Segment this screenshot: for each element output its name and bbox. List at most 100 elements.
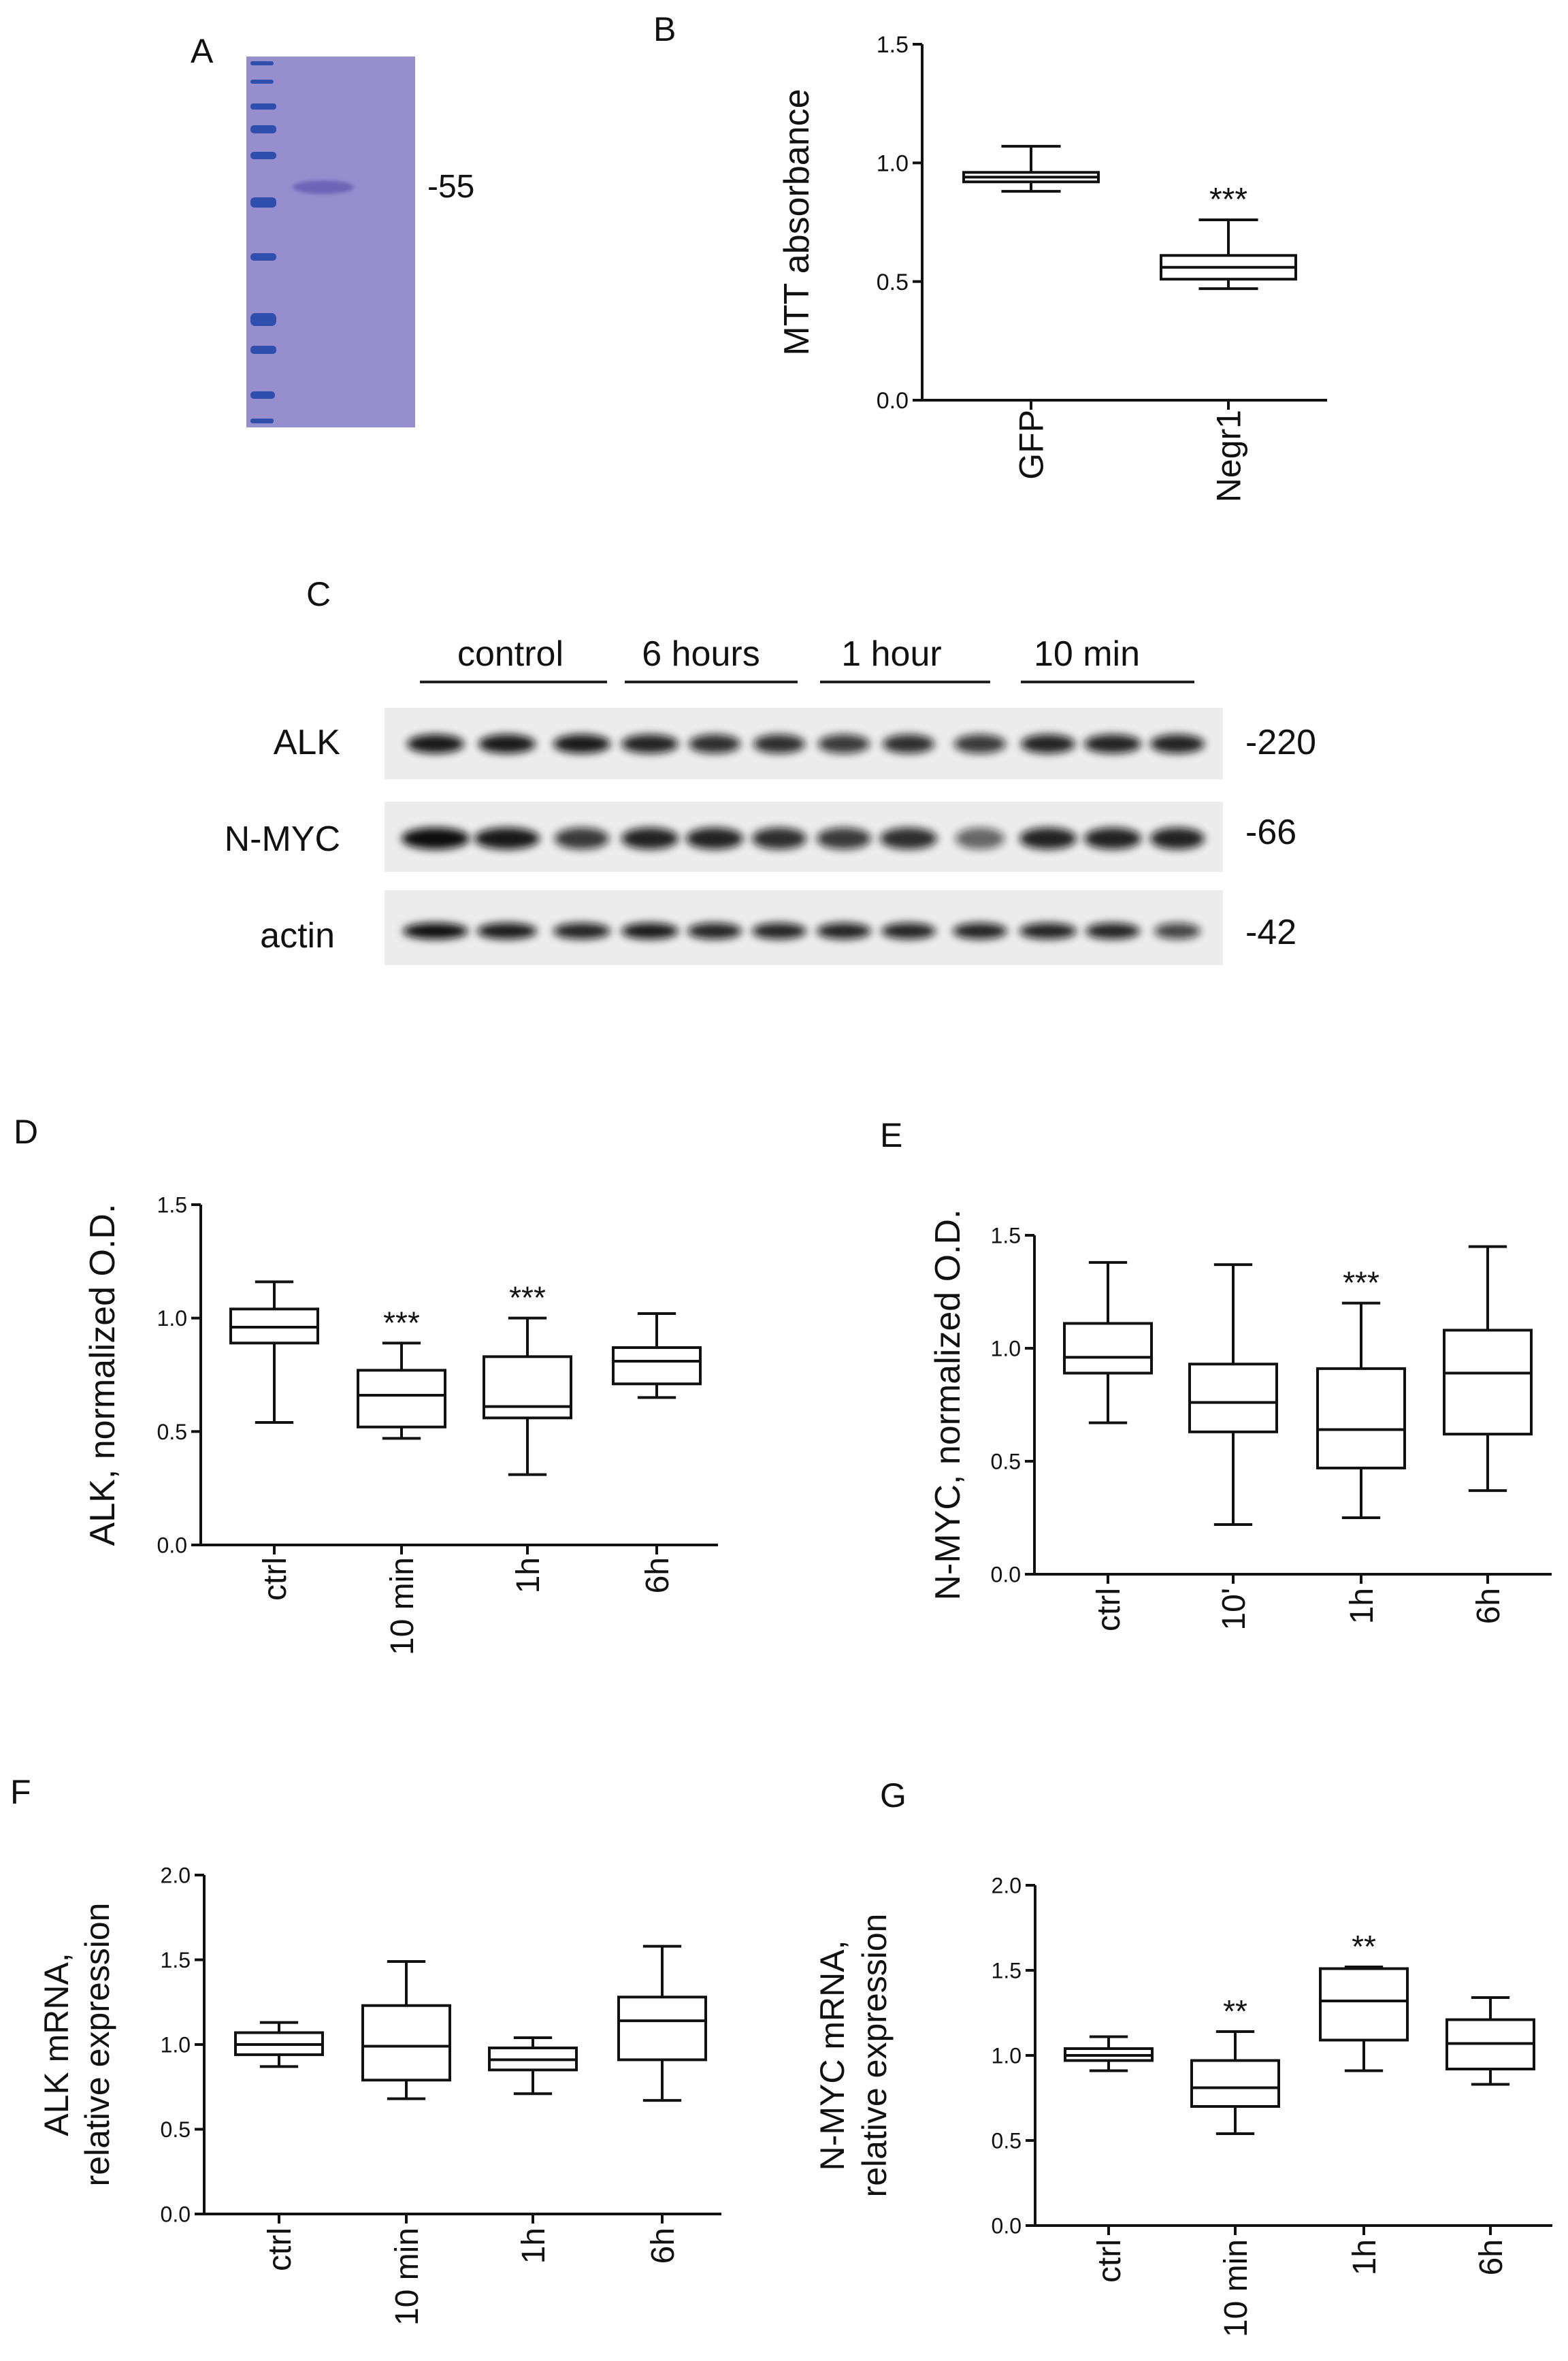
blot-size-alk: -220 <box>1245 723 1316 762</box>
marker-band <box>250 346 276 354</box>
panel-letter-c: C <box>306 575 331 613</box>
box-ctrl <box>234 2021 324 2068</box>
x-tick-label: 6h <box>640 1557 676 1593</box>
gel-background <box>246 56 415 427</box>
chart-d: 0.0 0.5 1.0 1.5 ALK, normalized O.D. ctrl 10 m… <box>83 1193 718 1655</box>
panel-letter-e: E <box>880 1116 902 1154</box>
y-tick-label: 0.5 <box>877 270 909 295</box>
blot-name-actin: actin <box>260 916 335 956</box>
blot-band <box>477 923 537 939</box>
marker-lane <box>250 61 276 423</box>
panel-letter-g: G <box>880 1776 906 1814</box>
y-tick-label: 1.0 <box>157 1306 187 1331</box>
y-tick-label: 0.5 <box>992 2129 1022 2153</box>
y-axis-label: N-MYC, normalized O.D. <box>928 1209 968 1601</box>
blot-band <box>818 734 870 753</box>
blot-band <box>553 923 610 939</box>
x-tick-label: ctrl <box>1092 2239 1128 2283</box>
box-iqr <box>1443 1329 1533 1436</box>
marker-band <box>250 253 276 261</box>
group-label: 6 hours <box>642 634 760 674</box>
chart-g: 0.0 0.5 1.0 1.5 2.0 N-MYC mRNA, relative expre… <box>813 1874 1552 2337</box>
marker-band <box>250 313 276 326</box>
box-iqr <box>1063 1322 1153 1375</box>
x-tick-label: 10 min <box>1218 2239 1254 2337</box>
y-axis-label: MTT absorbance <box>777 88 817 355</box>
blot-band <box>753 734 805 753</box>
blot-band <box>686 828 743 849</box>
x-tick-label: 6h <box>1471 1588 1507 1624</box>
significance-marker: ** <box>1223 1993 1247 2029</box>
chart-e: 0.0 0.5 1.0 1.5 N-MYC, normalized O.D. ctrl 10… <box>928 1209 1552 1631</box>
box-GFP <box>962 144 1100 193</box>
marker-band <box>250 419 274 423</box>
blot-band <box>817 828 871 849</box>
blot-band <box>1019 828 1077 849</box>
blot-band <box>1154 923 1200 939</box>
y-tick-label: 1.5 <box>992 1959 1022 1983</box>
panel-letter-f: F <box>10 1773 31 1811</box>
y-axis-label: ALK mRNA, <box>37 1953 76 2136</box>
y-tick-label: 2.0 <box>161 1863 191 1888</box>
x-tick-label: 6h <box>1473 2239 1509 2275</box>
box-6h <box>617 1944 707 2102</box>
y-tick-label: 1.0 <box>991 1337 1021 1361</box>
box-iqr <box>1190 2059 1280 2108</box>
x-tick-label: GFP <box>1013 410 1051 480</box>
box-Negr1: *** <box>1160 182 1297 291</box>
blot-band <box>1150 828 1205 849</box>
x-tick-label: 1h <box>510 1557 546 1593</box>
blot-band <box>881 923 936 939</box>
panel-c-blots: control 6 hours 1 hour 10 min ALK N-MYC … <box>225 634 1316 965</box>
box-10 min: *** <box>357 1305 446 1440</box>
box-iqr <box>357 1369 446 1429</box>
x-tick-label: ctrl <box>257 1557 293 1601</box>
box-10 min: ** <box>1190 1993 1280 2135</box>
x-tick-label: 6h <box>645 2228 681 2264</box>
significance-marker: *** <box>1209 182 1247 218</box>
y-tick-label: 2.0 <box>992 1874 1022 1898</box>
box-1h: ** <box>1319 1929 1409 2072</box>
y-tick-label: 1.0 <box>161 2033 191 2057</box>
blot-band <box>1019 923 1077 939</box>
blot-band <box>402 828 470 849</box>
gel-shading <box>246 56 415 427</box>
blot-band <box>752 828 806 849</box>
blot-band <box>956 828 1004 849</box>
blot-band <box>689 734 740 753</box>
significance-marker: ** <box>1352 1929 1376 1964</box>
box-1h: *** <box>483 1280 572 1476</box>
group-label: 1 hour <box>841 634 941 674</box>
blot-band <box>621 828 679 849</box>
x-tick-label: 10' <box>1216 1588 1252 1631</box>
protein-band <box>293 180 354 194</box>
blot-band <box>407 734 464 753</box>
blot-band <box>954 734 1006 753</box>
box-iqr <box>483 1355 572 1420</box>
bands-actin <box>403 923 1200 939</box>
y-axis-label-line2: relative expression <box>78 1903 116 2187</box>
blot-band <box>621 923 679 939</box>
y-tick-label: 1.5 <box>157 1193 187 1218</box>
panel-letter-b: B <box>653 10 676 48</box>
y-tick-label: 1.5 <box>877 32 909 58</box>
blot-band <box>1084 828 1141 849</box>
blot-name-alk: ALK <box>274 723 341 762</box>
marker-band <box>250 61 274 65</box>
x-tick-label: 1h <box>1344 1588 1380 1624</box>
box-iqr <box>612 1346 702 1386</box>
y-axis-label-line2: relative expression <box>855 1914 894 2198</box>
box-iqr <box>1319 1967 1409 2042</box>
blot-band <box>817 923 871 939</box>
y-tick-label: 0.5 <box>157 1420 187 1444</box>
significance-marker: *** <box>509 1280 546 1316</box>
significance-marker: *** <box>1343 1265 1379 1301</box>
y-tick-label: 0.5 <box>161 2117 191 2142</box>
blot-size-nmyc: -66 <box>1245 813 1296 852</box>
blot-band <box>1150 734 1205 753</box>
panel-a-gel <box>246 56 415 427</box>
x-tick-label: ctrl <box>262 2228 298 2271</box>
box-ctrl <box>229 1280 319 1424</box>
